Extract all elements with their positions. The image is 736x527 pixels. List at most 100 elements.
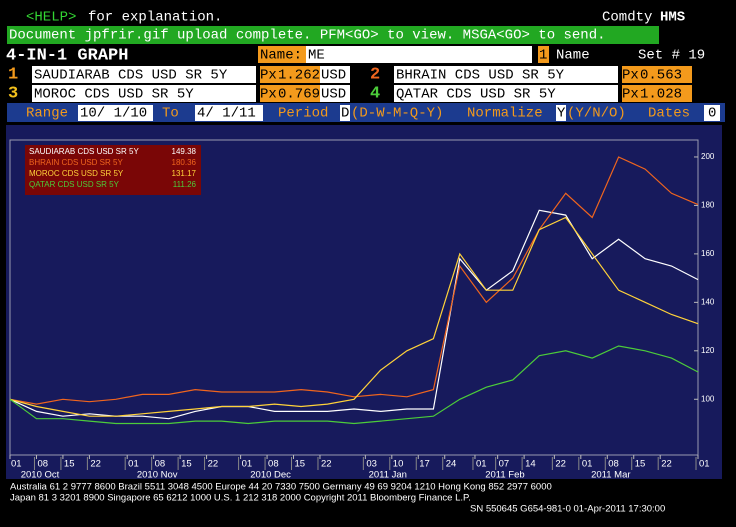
footer-line: SN 550645 G654-981-0 01-Apr-2011 17:30:0… bbox=[470, 504, 665, 515]
x-tick-label: 17 bbox=[419, 459, 430, 470]
to-field[interactable] bbox=[195, 105, 263, 121]
x-tick-label: 08 bbox=[608, 459, 619, 470]
y-tick-label: 100 bbox=[701, 394, 715, 403]
legend-label: QATAR CDS USD SR 5Y bbox=[29, 180, 120, 189]
set-name-label: Name bbox=[556, 48, 590, 64]
security-number[interactable]: 3 bbox=[8, 84, 18, 103]
x-tick-label: 01 bbox=[11, 459, 22, 470]
help-text: for explanation. bbox=[88, 10, 222, 26]
x-tick-label: 15 bbox=[181, 459, 192, 470]
x-tick-label: 22 bbox=[661, 459, 672, 470]
px-label: Px bbox=[260, 68, 277, 84]
month-label: 2011 Feb bbox=[485, 470, 524, 481]
legend-value: 111.26 bbox=[173, 180, 197, 189]
price-bg bbox=[622, 66, 692, 83]
dates-label: Dates bbox=[648, 106, 690, 122]
normalize-options: (Y/N/O) bbox=[567, 106, 626, 122]
period-field[interactable] bbox=[340, 105, 350, 121]
legend-box bbox=[25, 145, 201, 195]
to-label: To bbox=[162, 106, 179, 122]
y-tick-label: 180 bbox=[701, 201, 715, 210]
x-tick-label: 08 bbox=[37, 459, 48, 470]
month-label: 2010 Nov bbox=[137, 470, 178, 481]
x-tick-label: 22 bbox=[321, 459, 332, 470]
security-number[interactable]: 1 bbox=[8, 65, 18, 84]
to-date: 4/ 1/11 bbox=[197, 106, 256, 122]
function-code: HMS bbox=[660, 10, 685, 26]
y-tick-label: 140 bbox=[701, 297, 715, 306]
series-line bbox=[9, 156, 699, 405]
currency-bg bbox=[320, 66, 350, 83]
set-label: Set # 19 bbox=[638, 48, 705, 64]
security-number[interactable]: 2 bbox=[370, 65, 380, 84]
x-tick-label: 15 bbox=[635, 459, 646, 470]
price: 0.563 bbox=[640, 68, 682, 84]
series-line bbox=[9, 345, 699, 425]
ticker-field[interactable] bbox=[394, 85, 618, 102]
price: 1.262 bbox=[278, 68, 320, 84]
normalize-value: Y bbox=[557, 106, 566, 122]
x-tick-label: 22 bbox=[90, 459, 101, 470]
month-label: 2011 Mar bbox=[591, 470, 630, 481]
legend-value: 180.36 bbox=[172, 158, 197, 167]
range-label: Range bbox=[26, 106, 68, 122]
period-label: Period bbox=[278, 106, 328, 122]
x-tick-label: 10 bbox=[393, 459, 404, 470]
x-tick-label: 14 bbox=[525, 459, 536, 470]
normalize-field[interactable] bbox=[556, 105, 566, 121]
security-number[interactable]: 4 bbox=[370, 84, 380, 103]
series-line bbox=[9, 209, 699, 420]
legend-value: 149.38 bbox=[172, 147, 197, 156]
plot-frame bbox=[9, 139, 699, 456]
ticker-field[interactable] bbox=[32, 66, 256, 83]
ticker-field[interactable] bbox=[32, 85, 256, 102]
set-key-bg bbox=[538, 46, 549, 63]
x-tick-label: 01 bbox=[128, 459, 139, 470]
name-label: Name: bbox=[260, 48, 302, 64]
from-field[interactable] bbox=[78, 105, 153, 121]
price: 0.769 bbox=[278, 87, 320, 103]
ticker: QATAR CDS USD SR 5Y bbox=[396, 87, 556, 103]
price-bg bbox=[260, 66, 330, 83]
legend-label: SAUDIARAB CDS USD SR 5Y bbox=[29, 147, 139, 156]
x-tick-label: 08 bbox=[155, 459, 166, 470]
price: 1.028 bbox=[640, 87, 682, 103]
dates-value: 0 bbox=[708, 106, 716, 122]
help-key[interactable]: <HELP> bbox=[26, 10, 76, 26]
footer-line: Japan 81 3 3201 8900 Singapore 65 6212 1… bbox=[10, 493, 471, 504]
set-key[interactable]: 1 bbox=[539, 48, 547, 64]
from-date: 10/ 1/10 bbox=[80, 106, 147, 122]
ticker: MOROC CDS USD SR 5Y bbox=[34, 87, 194, 103]
px-label: Px bbox=[260, 87, 277, 103]
px-label: Px bbox=[622, 87, 639, 103]
product: Comdty bbox=[602, 10, 652, 26]
x-tick-label: 22 bbox=[208, 459, 219, 470]
period-value: D bbox=[341, 106, 349, 122]
ticker-field[interactable] bbox=[394, 66, 618, 83]
currency: USD bbox=[321, 68, 346, 84]
screen-title: 4-IN-1 GRAPH bbox=[6, 46, 128, 65]
message-bar bbox=[7, 26, 659, 44]
legend-value: 131.17 bbox=[172, 169, 197, 178]
x-tick-label: 01 bbox=[476, 459, 487, 470]
dates-field[interactable] bbox=[704, 105, 720, 121]
series-line bbox=[9, 216, 699, 417]
x-tick-label: 07 bbox=[499, 459, 510, 470]
x-tick-label: 03 bbox=[366, 459, 377, 470]
price-bg bbox=[622, 85, 692, 102]
px-label: Px bbox=[622, 68, 639, 84]
x-tick-label: 08 bbox=[268, 459, 279, 470]
y-tick-label: 200 bbox=[701, 152, 715, 161]
price-bg bbox=[260, 85, 330, 102]
currency: USD bbox=[321, 87, 346, 103]
x-tick-label: 01 bbox=[699, 459, 710, 470]
controls-bar bbox=[7, 103, 725, 122]
x-tick-label: 01 bbox=[242, 459, 253, 470]
x-tick-label: 22 bbox=[555, 459, 566, 470]
name-field[interactable] bbox=[306, 46, 532, 63]
ticker: BHRAIN CDS USD SR 5Y bbox=[396, 68, 565, 84]
x-tick-label: 15 bbox=[64, 459, 75, 470]
footer-line: Australia 61 2 9777 8600 Brazil 5511 304… bbox=[10, 482, 552, 493]
legend-label: MOROC CDS USD SR 5Y bbox=[29, 169, 124, 178]
